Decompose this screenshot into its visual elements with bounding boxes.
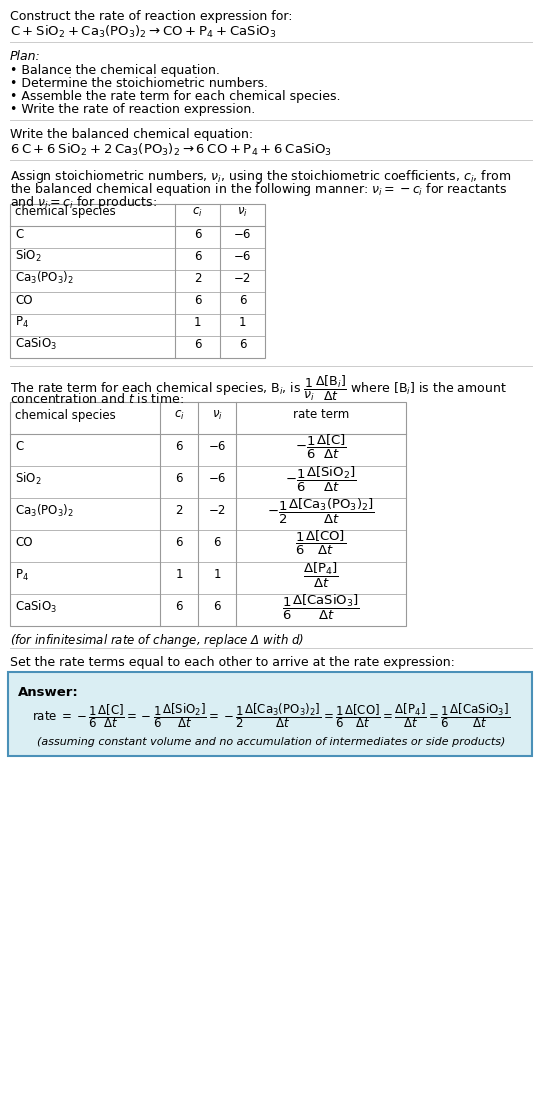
Text: Construct the rate of reaction expression for:: Construct the rate of reaction expressio…: [10, 10, 293, 23]
Text: 6: 6: [175, 536, 183, 549]
Text: 1: 1: [193, 316, 201, 328]
Text: Ca$_3$(PO$_3$)$_2$: Ca$_3$(PO$_3$)$_2$: [15, 503, 74, 519]
Text: CaSiO$_3$: CaSiO$_3$: [15, 336, 57, 353]
Text: −6: −6: [234, 249, 251, 262]
Text: 6: 6: [193, 338, 201, 350]
Text: 6: 6: [213, 536, 221, 549]
Text: 1: 1: [175, 568, 183, 582]
Text: 6: 6: [193, 294, 201, 307]
Text: CO: CO: [15, 294, 33, 307]
Text: $\nu_i$: $\nu_i$: [237, 206, 248, 219]
Text: 6: 6: [175, 600, 183, 614]
Text: 6 C + 6 SiO$_2$ + 2 Ca$_3$(PO$_3$)$_2$ → 6 CO + P$_4$ + 6 CaSiO$_3$: 6 C + 6 SiO$_2$ + 2 Ca$_3$(PO$_3$)$_2$ →…: [10, 142, 332, 158]
Text: $\dfrac{1}{6}\dfrac{\Delta[\mathrm{CO}]}{\Delta t}$: $\dfrac{1}{6}\dfrac{\Delta[\mathrm{CO}]}…: [295, 529, 346, 557]
Text: −6: −6: [208, 440, 225, 454]
Text: SiO$_2$: SiO$_2$: [15, 248, 42, 264]
Text: P$_4$: P$_4$: [15, 315, 29, 329]
Text: 1: 1: [213, 568, 221, 582]
Text: −6: −6: [208, 473, 225, 486]
Text: $\dfrac{1}{6}\dfrac{\Delta[\mathrm{CaSiO_3}]}{\Delta t}$: $\dfrac{1}{6}\dfrac{\Delta[\mathrm{CaSiO…: [282, 593, 360, 622]
FancyBboxPatch shape: [8, 672, 532, 756]
Text: C + SiO$_2$ + Ca$_3$(PO$_3$)$_2$ → CO + P$_4$ + CaSiO$_3$: C + SiO$_2$ + Ca$_3$(PO$_3$)$_2$ → CO + …: [10, 24, 276, 40]
Text: 1: 1: [238, 316, 246, 328]
Text: 6: 6: [175, 473, 183, 486]
Text: 6: 6: [238, 294, 246, 307]
Text: $\nu_i$: $\nu_i$: [211, 408, 222, 421]
Text: C: C: [15, 228, 23, 240]
Text: Write the balanced chemical equation:: Write the balanced chemical equation:: [10, 128, 253, 141]
Text: The rate term for each chemical species, B$_i$, is $\dfrac{1}{\nu_i}\dfrac{\Delt: The rate term for each chemical species,…: [10, 374, 507, 404]
Bar: [10, 203, 265, 358]
Text: 2: 2: [175, 505, 183, 517]
Text: SiO$_2$: SiO$_2$: [15, 471, 42, 487]
Text: C: C: [15, 440, 23, 454]
Text: rate term: rate term: [293, 408, 349, 421]
Text: $\dfrac{\Delta[\mathrm{P_4}]}{\Delta t}$: $\dfrac{\Delta[\mathrm{P_4}]}{\Delta t}$: [303, 560, 339, 589]
Text: $-\dfrac{1}{2}\dfrac{\Delta[\mathrm{Ca_3(PO_3)_2}]}{\Delta t}$: $-\dfrac{1}{2}\dfrac{\Delta[\mathrm{Ca_3…: [267, 496, 375, 526]
Bar: [10, 403, 406, 626]
Text: 6: 6: [213, 600, 221, 614]
Text: Ca$_3$(PO$_3$)$_2$: Ca$_3$(PO$_3$)$_2$: [15, 270, 74, 286]
Text: Answer:: Answer:: [18, 686, 79, 699]
Text: CaSiO$_3$: CaSiO$_3$: [15, 599, 57, 615]
Text: Assign stoichiometric numbers, $\nu_i$, using the stoichiometric coefficients, $: Assign stoichiometric numbers, $\nu_i$, …: [10, 168, 511, 185]
Text: $-\dfrac{1}{6}\dfrac{\Delta[\mathrm{C}]}{\Delta t}$: $-\dfrac{1}{6}\dfrac{\Delta[\mathrm{C}]}…: [295, 433, 347, 461]
Text: $c_i$: $c_i$: [173, 408, 184, 421]
Text: (assuming constant volume and no accumulation of intermediates or side products): (assuming constant volume and no accumul…: [37, 737, 505, 747]
Text: Plan:: Plan:: [10, 50, 41, 63]
Text: 2: 2: [193, 271, 201, 285]
Text: 6: 6: [175, 440, 183, 454]
Text: −2: −2: [234, 271, 251, 285]
Text: chemical species: chemical species: [15, 408, 116, 421]
Text: CO: CO: [15, 536, 33, 549]
Text: 6: 6: [193, 228, 201, 240]
Text: • Write the rate of reaction expression.: • Write the rate of reaction expression.: [10, 103, 255, 116]
Text: 6: 6: [193, 249, 201, 262]
Text: $-\dfrac{1}{6}\dfrac{\Delta[\mathrm{SiO_2}]}{\Delta t}$: $-\dfrac{1}{6}\dfrac{\Delta[\mathrm{SiO_…: [285, 465, 357, 494]
Text: −6: −6: [234, 228, 251, 240]
Text: and $\nu_i = c_i$ for products:: and $\nu_i = c_i$ for products:: [10, 193, 157, 211]
Text: chemical species: chemical species: [15, 206, 116, 218]
Text: −2: −2: [208, 505, 225, 517]
Text: P$_4$: P$_4$: [15, 567, 29, 583]
Text: rate $= -\dfrac{1}{6}\dfrac{\Delta[\mathrm{C}]}{\Delta t} = -\dfrac{1}{6}\dfrac{: rate $= -\dfrac{1}{6}\dfrac{\Delta[\math…: [32, 702, 510, 731]
Text: (for infinitesimal rate of change, replace Δ with $d$): (for infinitesimal rate of change, repla…: [10, 632, 304, 649]
Text: • Determine the stoichiometric numbers.: • Determine the stoichiometric numbers.: [10, 77, 268, 90]
Text: $c_i$: $c_i$: [192, 206, 203, 219]
Text: Set the rate terms equal to each other to arrive at the rate expression:: Set the rate terms equal to each other t…: [10, 656, 455, 669]
Text: the balanced chemical equation in the following manner: $\nu_i = -c_i$ for react: the balanced chemical equation in the fo…: [10, 181, 507, 198]
Text: concentration and $t$ is time:: concentration and $t$ is time:: [10, 393, 184, 406]
Text: • Assemble the rate term for each chemical species.: • Assemble the rate term for each chemic…: [10, 90, 340, 103]
Text: • Balance the chemical equation.: • Balance the chemical equation.: [10, 64, 220, 77]
Text: 6: 6: [238, 338, 246, 350]
